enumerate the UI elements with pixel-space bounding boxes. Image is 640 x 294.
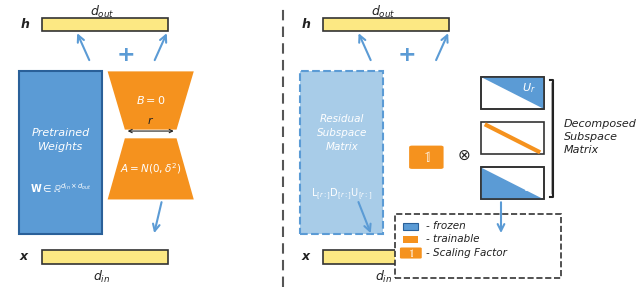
Polygon shape (108, 71, 194, 130)
Polygon shape (481, 168, 544, 199)
Text: $\mathbb{1}$: $\mathbb{1}$ (408, 247, 414, 259)
Text: $\otimes$: $\otimes$ (457, 148, 470, 163)
FancyBboxPatch shape (481, 77, 544, 109)
Text: $\mathbf{+}$: $\mathbf{+}$ (116, 45, 134, 65)
Text: $\mathrm{L}_{[r:]}\mathrm{D}_{[r:]}\mathrm{U}_{[r:]}$: $\mathrm{L}_{[r:]}\mathrm{D}_{[r:]}\math… (311, 186, 372, 202)
Text: $L_r$: $L_r$ (524, 181, 536, 195)
FancyBboxPatch shape (409, 146, 444, 169)
Text: $r$: $r$ (147, 115, 154, 126)
Text: $U_r$: $U_r$ (522, 81, 536, 95)
FancyBboxPatch shape (42, 18, 168, 31)
Text: $\mathbb{1}$: $\mathbb{1}$ (422, 150, 430, 165)
Text: $d_{out}$: $d_{out}$ (90, 4, 114, 20)
Text: Decomposed
Subspace
Matrix: Decomposed Subspace Matrix (564, 119, 637, 155)
FancyBboxPatch shape (42, 250, 168, 263)
FancyBboxPatch shape (19, 71, 102, 234)
Text: Pretrained
Weights: Pretrained Weights (31, 128, 90, 152)
Text: - Scaling Factor: - Scaling Factor (426, 248, 508, 258)
Text: $d_{in}$: $d_{in}$ (93, 268, 111, 285)
Text: - frozen: - frozen (426, 221, 466, 231)
Text: $\boldsymbol{x}$: $\boldsymbol{x}$ (301, 250, 312, 263)
Text: $A=N(0,\delta^2)$: $A=N(0,\delta^2)$ (120, 161, 181, 176)
FancyBboxPatch shape (481, 122, 544, 154)
FancyBboxPatch shape (403, 236, 418, 243)
Polygon shape (481, 77, 544, 109)
Text: $\boldsymbol{x}$: $\boldsymbol{x}$ (19, 250, 30, 263)
FancyBboxPatch shape (400, 248, 422, 258)
FancyBboxPatch shape (395, 214, 561, 278)
Text: $B=0$: $B=0$ (136, 94, 166, 106)
Text: $\mathbf{+}$: $\mathbf{+}$ (397, 45, 415, 65)
Text: - trainable: - trainable (426, 234, 480, 244)
Text: $d_{out}$: $d_{out}$ (371, 4, 396, 20)
Text: $\boldsymbol{h}$: $\boldsymbol{h}$ (301, 17, 312, 31)
FancyBboxPatch shape (481, 168, 544, 199)
FancyBboxPatch shape (323, 250, 449, 263)
FancyBboxPatch shape (323, 18, 449, 31)
Text: $\boldsymbol{h}$: $\boldsymbol{h}$ (20, 17, 30, 31)
FancyBboxPatch shape (403, 223, 418, 230)
Text: $d_{in}$: $d_{in}$ (374, 268, 392, 285)
Text: $\mathbf{W}\in\mathbb{R}^{d_{in}\times d_{out}}$: $\mathbf{W}\in\mathbb{R}^{d_{in}\times d… (29, 181, 92, 195)
FancyBboxPatch shape (300, 71, 383, 234)
Polygon shape (108, 138, 194, 199)
Text: Residual
Subspace
Matrix: Residual Subspace Matrix (317, 113, 367, 151)
